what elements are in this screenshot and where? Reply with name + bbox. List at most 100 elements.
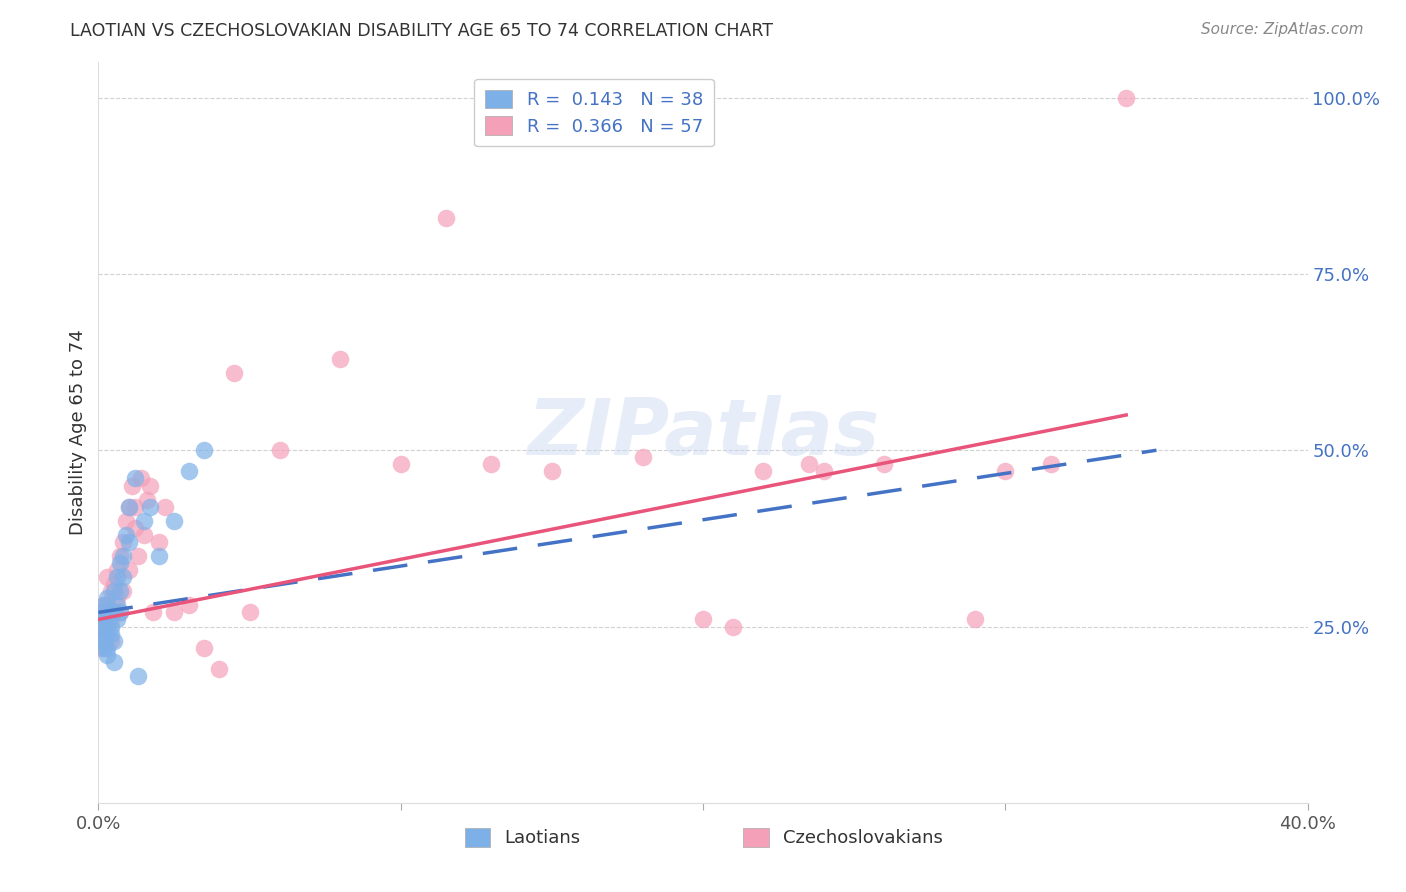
Point (224, 366, 246, 380)
Point (994, 464, 1017, 478)
Point (965, 612, 987, 626)
Point (139, 478, 162, 492)
Point (90, 606, 112, 620)
Point (96, 648, 118, 662)
Point (103, 584, 125, 599)
Point (142, 606, 165, 620)
Point (148, 549, 170, 563)
Point (100, 612, 122, 626)
Point (481, 458, 503, 472)
Point (100, 626, 122, 640)
Point (93, 612, 115, 626)
Legend: R =  0.143   N = 38, R =  0.366   N = 57: R = 0.143 N = 38, R = 0.366 N = 57 (474, 78, 714, 146)
Point (100, 619, 122, 633)
Point (93, 626, 115, 640)
Text: Source: ZipAtlas.com: Source: ZipAtlas.com (1201, 22, 1364, 37)
Point (111, 535, 134, 549)
Point (90, 619, 112, 633)
Point (132, 528, 155, 542)
Point (108, 549, 131, 563)
Point (1115, 91, 1137, 105)
Point (105, 591, 128, 606)
Point (93, 599, 115, 613)
Point (103, 633, 125, 648)
Point (96, 599, 118, 613)
Point (135, 492, 157, 507)
Point (692, 612, 714, 626)
Point (105, 563, 128, 577)
Point (108, 606, 131, 620)
Point (193, 443, 215, 458)
Point (100, 584, 122, 599)
Point (96, 619, 118, 633)
Point (148, 535, 170, 549)
Point (90, 626, 112, 640)
Point (108, 606, 131, 620)
Point (127, 549, 149, 563)
Point (813, 464, 835, 478)
Point (103, 655, 125, 669)
Point (132, 514, 155, 528)
Point (124, 500, 146, 514)
Point (752, 464, 775, 478)
Text: ZIPatlas: ZIPatlas (527, 394, 879, 471)
Text: Czechoslovakians: Czechoslovakians (783, 829, 942, 847)
Point (163, 514, 186, 528)
Point (118, 535, 141, 549)
Point (329, 351, 352, 366)
Point (90, 606, 112, 620)
Point (153, 500, 176, 514)
Point (118, 563, 141, 577)
Point (114, 514, 136, 528)
Point (111, 584, 134, 599)
Text: Laotians: Laotians (505, 829, 581, 847)
Point (93, 599, 115, 613)
Point (93, 633, 115, 648)
Point (103, 577, 125, 591)
Point (114, 528, 136, 542)
Point (389, 458, 412, 472)
Point (179, 464, 201, 478)
Point (96, 612, 118, 626)
Point (93, 640, 115, 655)
Point (108, 556, 131, 570)
Point (118, 500, 141, 514)
Point (124, 521, 146, 535)
Point (103, 606, 125, 620)
Point (105, 612, 128, 626)
Point (127, 669, 149, 683)
Point (1039, 458, 1062, 472)
Y-axis label: Disability Age 65 to 74: Disability Age 65 to 74 (69, 330, 87, 535)
Point (129, 471, 152, 485)
Point (163, 606, 186, 620)
Point (121, 478, 143, 492)
Point (90, 612, 112, 626)
Point (108, 584, 131, 599)
Point (139, 500, 162, 514)
Point (193, 640, 215, 655)
Point (96, 591, 118, 606)
Point (434, 211, 457, 225)
Text: LAOTIAN VS CZECHOSLOVAKIAN DISABILITY AGE 65 TO 74 CORRELATION CHART: LAOTIAN VS CZECHOSLOVAKIAN DISABILITY AG… (70, 22, 773, 40)
Point (269, 443, 291, 458)
Point (90, 640, 112, 655)
Point (105, 599, 128, 613)
Point (111, 570, 134, 584)
Point (239, 606, 262, 620)
Point (103, 606, 125, 620)
Point (723, 619, 745, 633)
Point (179, 599, 201, 613)
Point (100, 606, 122, 620)
Point (124, 471, 146, 485)
Point (540, 464, 562, 478)
Point (100, 633, 122, 648)
Point (93, 619, 115, 633)
Point (96, 640, 118, 655)
Point (96, 570, 118, 584)
Point (208, 662, 231, 676)
Point (631, 450, 654, 465)
Point (118, 500, 141, 514)
Point (873, 458, 896, 472)
Point (111, 549, 134, 563)
Point (797, 458, 820, 472)
